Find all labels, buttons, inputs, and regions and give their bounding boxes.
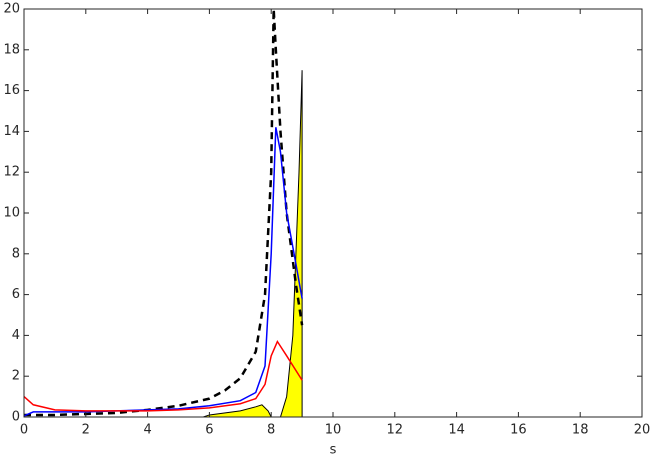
y-tick-label: 16 <box>3 83 20 98</box>
x-tick-label: 2 <box>82 423 90 438</box>
y-tick-label: 18 <box>3 42 20 57</box>
y-tick-label: 12 <box>3 165 20 180</box>
x-tick-label: 0 <box>20 423 28 438</box>
line <box>23 339 303 412</box>
y-tick-label: 4 <box>12 328 20 343</box>
x-tick-label: 4 <box>143 423 151 438</box>
x-tick-label: 14 <box>448 423 465 438</box>
x-tick-label: 6 <box>205 423 213 438</box>
line <box>23 127 303 417</box>
x-axis-label: s <box>330 443 337 458</box>
y-tick-label: 10 <box>3 206 20 221</box>
y-tick-label: 8 <box>12 246 20 261</box>
y-tick-label: 0 <box>12 410 20 425</box>
x-tick-label: 16 <box>510 423 527 438</box>
x-tick-label: 8 <box>267 423 275 438</box>
x-tick-label: 20 <box>634 423 651 438</box>
x-tick-label: 12 <box>387 423 404 438</box>
y-tick-label: 2 <box>12 369 20 384</box>
y-tick-label: 20 <box>3 2 20 17</box>
y-tick-label: 14 <box>3 124 20 139</box>
plot-area <box>24 9 642 417</box>
x-tick-label: 10 <box>325 423 342 438</box>
y-tick-label: 6 <box>12 287 20 302</box>
x-tick-label: 18 <box>572 423 589 438</box>
line <box>24 8 304 417</box>
